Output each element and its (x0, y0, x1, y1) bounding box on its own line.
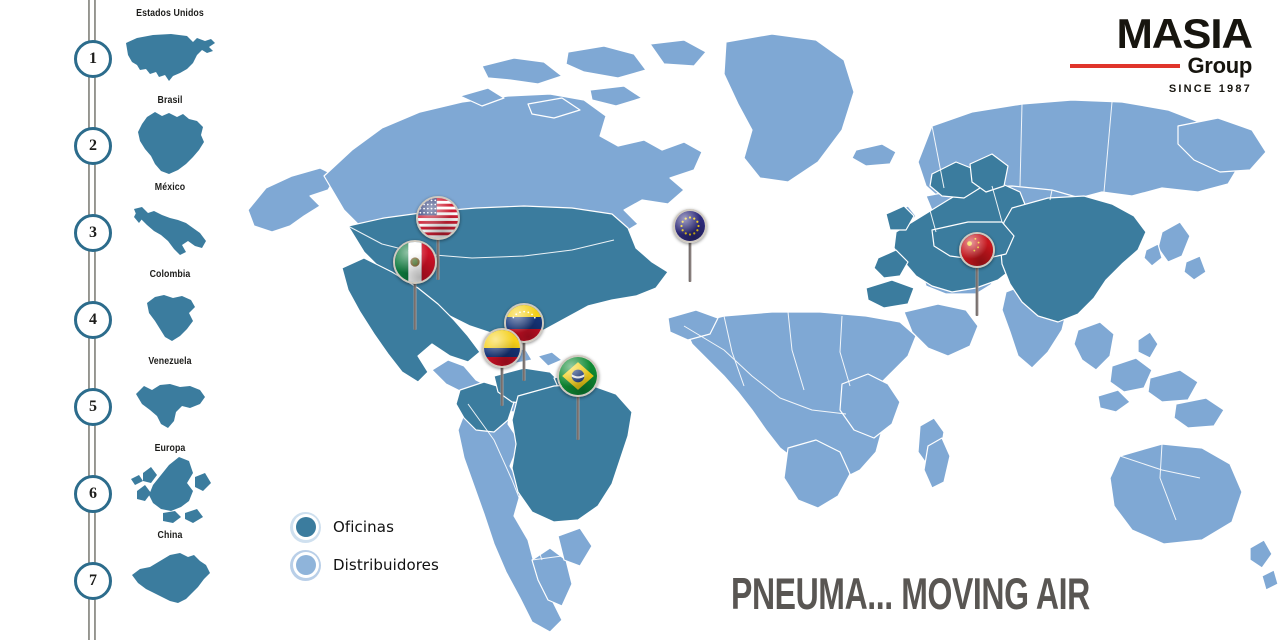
sidebar-item-brazil[interactable]: Brasil 2 (0, 95, 230, 191)
pin-stem (576, 376, 580, 440)
world-map[interactable] (232, 0, 1280, 640)
filled-circle-dark (290, 511, 321, 543)
legend-item-distribuidores[interactable]: Distribuidores (290, 546, 439, 584)
sidebar-step-number[interactable]: 4 (74, 301, 112, 339)
sidebar-step-number[interactable]: 5 (74, 388, 112, 426)
map-pin-europe[interactable] (673, 209, 707, 299)
brazil-flag-icon (557, 355, 599, 397)
legend-label: Distribuidores (333, 556, 439, 574)
map-legend: Oficinas Distribuidores (290, 508, 439, 584)
sidebar-item-colombia[interactable]: Colombia 4 (0, 269, 230, 365)
sidebar-item-label: Colombia (149, 269, 191, 280)
sidebar-step-number[interactable]: 3 (74, 214, 112, 252)
pin-stem (688, 226, 692, 282)
pin-stem (975, 250, 979, 316)
usa-flag-icon (416, 196, 460, 240)
sidebar-step-number[interactable]: 6 (74, 475, 112, 513)
legend-label: Oficinas (333, 518, 394, 536)
sidebar-item-label: México (154, 182, 186, 193)
sidebar-step-number[interactable]: 7 (74, 562, 112, 600)
pin-stem (413, 262, 417, 330)
mexico-flag-icon (393, 240, 437, 284)
pin-stem (436, 218, 440, 280)
sidebar-item-label: Brasil (157, 95, 183, 106)
country-shape-united-states (110, 22, 230, 90)
sidebar-item-united-states[interactable]: Estados Unidos 1 (0, 8, 230, 104)
map-pin-mexico[interactable] (393, 240, 437, 352)
sidebar-step-number[interactable]: 2 (74, 127, 112, 165)
eu-flag-icon (673, 209, 707, 243)
logo-since-text: SINCE 1987 (1168, 83, 1252, 96)
colombia-flag-icon (482, 328, 522, 368)
country-sidebar: Estados Unidos 1 Brasil 2 México 3 Colombia 4 Ve… (0, 0, 230, 640)
masia-group-logo: MASIA Group SINCE 1987 (1062, 12, 1253, 96)
pin-stem (522, 323, 526, 381)
legend-item-oficinas[interactable]: Oficinas (290, 508, 439, 546)
logo-group-word: Group (1187, 53, 1253, 79)
country-shape-mexico (110, 196, 230, 264)
country-shape-colombia (110, 283, 230, 351)
pin-stem (500, 348, 504, 406)
sidebar-item-venezuela[interactable]: Venezuela 5 (0, 356, 230, 452)
sidebar-item-label: Estados Unidos (136, 8, 204, 19)
sidebar-item-label: Europa (154, 443, 186, 454)
map-pin-brazil[interactable] (557, 355, 599, 461)
china-flag-icon (959, 232, 995, 268)
filled-circle-light (290, 549, 321, 581)
sidebar-item-label: Venezuela (148, 356, 192, 367)
sidebar-step-number[interactable]: 1 (74, 40, 112, 78)
logo-red-bar (1070, 64, 1180, 69)
country-shape-europe (110, 457, 230, 525)
country-shape-venezuela (110, 370, 230, 438)
map-pin-colombia[interactable] (482, 328, 522, 426)
country-shape-china (110, 544, 230, 612)
logo-wordmark: MASIA (1116, 10, 1253, 57)
tagline: PNEUMA... MOVING AIR (731, 570, 1090, 620)
sidebar-item-china[interactable]: China 7 (0, 530, 230, 626)
sidebar-item-mexico[interactable]: México 3 (0, 182, 230, 278)
map-pin-china[interactable] (959, 232, 995, 334)
sidebar-item-label: China (157, 530, 183, 541)
sidebar-item-europe[interactable]: Europa 6 (0, 443, 230, 539)
country-shape-brazil (110, 109, 230, 177)
